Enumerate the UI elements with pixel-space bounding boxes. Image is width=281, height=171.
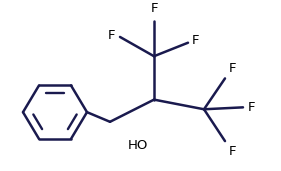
Text: F: F xyxy=(229,62,237,75)
Text: F: F xyxy=(229,145,237,158)
Text: F: F xyxy=(248,101,255,114)
Text: F: F xyxy=(108,29,115,42)
Text: F: F xyxy=(192,34,200,47)
Text: F: F xyxy=(150,2,158,15)
Text: HO: HO xyxy=(128,139,148,152)
